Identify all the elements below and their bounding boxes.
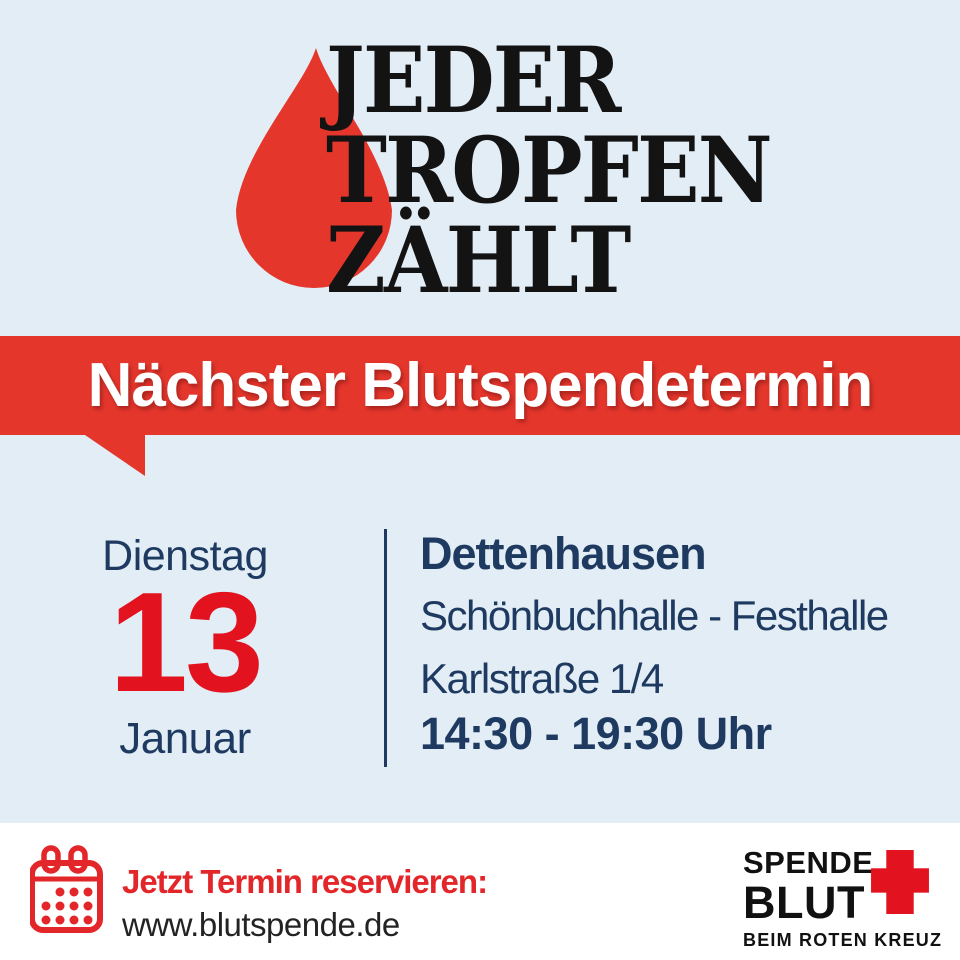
calendar-dots — [41, 887, 93, 925]
venue-details: Dettenhausen Schönbuchhalle - Festhalle … — [420, 528, 960, 768]
logo-tagline: BEIM ROTEN KREUZ — [743, 930, 943, 950]
spende-blut-logo: SPENDE BLUT BEIM ROTEN KREUZ — [743, 845, 943, 951]
banner: Nächster Blutspendetermin — [0, 336, 960, 435]
blood-drop-icon — [236, 48, 392, 288]
title-line-3: ZÄHLT — [326, 208, 631, 314]
cta-label: Jetzt Termin reservieren: — [122, 863, 488, 900]
cta-block: Jetzt Termin reservieren: www.blutspende… — [122, 863, 488, 944]
logo-word-blut: BLUT — [743, 877, 865, 928]
banner-speech-tail — [85, 435, 145, 476]
red-cross-icon — [871, 850, 929, 914]
vertical-divider — [384, 529, 387, 767]
website-link[interactable]: www.blutspende.de — [122, 906, 400, 943]
venue-hall: Schönbuchhalle - Festhalle — [420, 592, 889, 639]
page-title: JEDER TROPFEN ZÄHLT — [326, 28, 773, 314]
banner-label: Nächster Blutspendetermin — [87, 351, 874, 420]
title-line-2: TROPFEN — [326, 118, 773, 224]
logo-word-spende: SPENDE — [743, 845, 874, 880]
date-month: Januar — [119, 714, 251, 763]
venue-city: Dettenhausen — [420, 528, 707, 579]
footer: Jetzt Termin reservieren: www.blutspende… — [0, 823, 960, 960]
date-day: 13 — [109, 563, 264, 722]
date-weekday: Dienstag — [102, 532, 268, 580]
venue-time: 14:30 - 19:30 Uhr — [420, 708, 772, 759]
venue-street: Karlstraße 1/4 — [420, 655, 664, 702]
title-line-1: JEDER — [326, 28, 621, 134]
calendar-icon — [30, 845, 103, 933]
